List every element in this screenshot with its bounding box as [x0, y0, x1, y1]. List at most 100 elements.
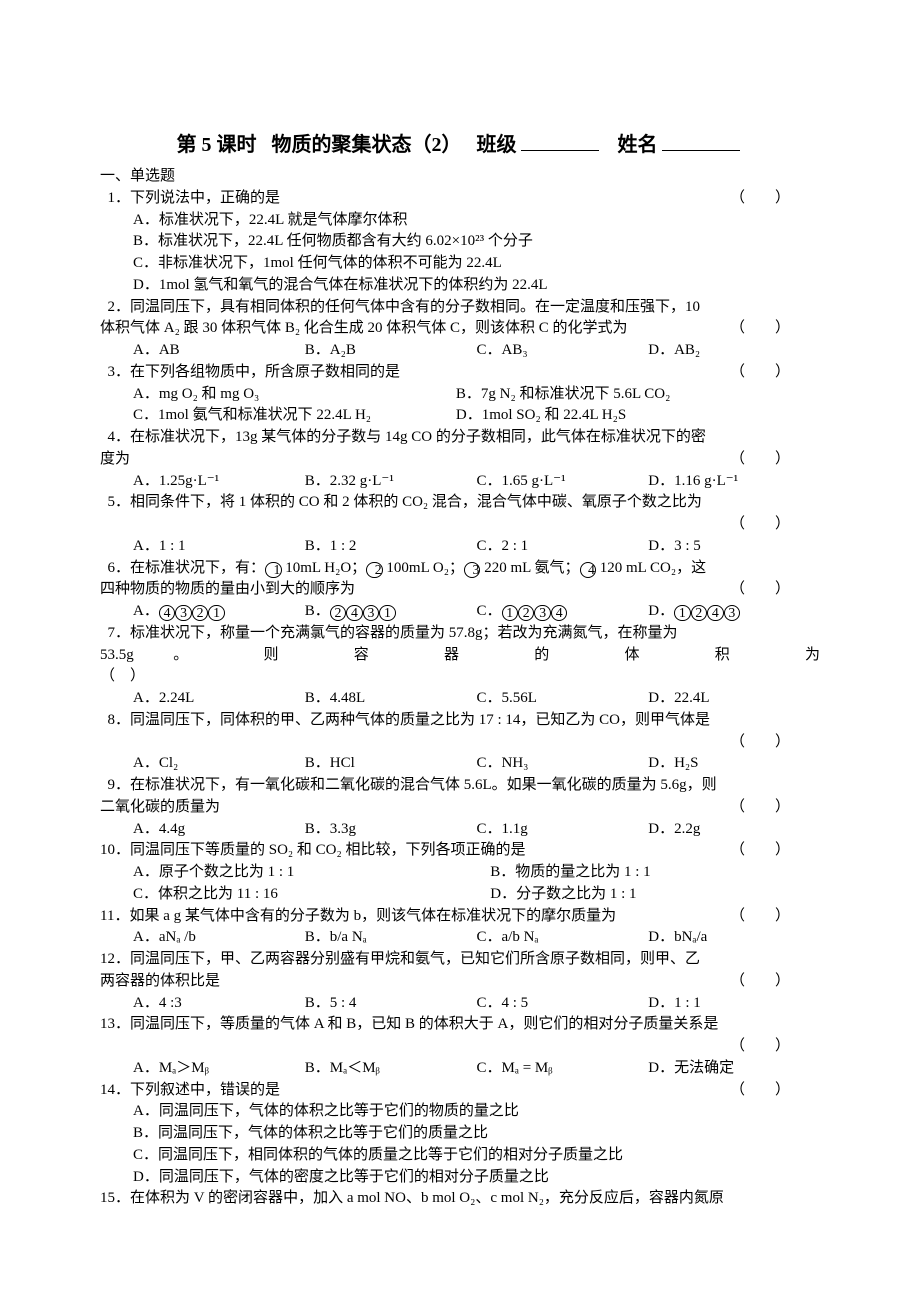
q5-options: A．1 : 1 B．1 : 2 C．2 : 1 D．3 : 5	[100, 536, 820, 558]
q2-opt-d: D．AB₂	[648, 340, 820, 362]
q13-opt-b: B．Mₐ＜Mᵦ	[305, 1058, 477, 1080]
q9-opt-b: B．3.3g	[305, 819, 477, 841]
name-blank	[662, 130, 740, 151]
q15-stem: 15．在体积为 V 的密闭容器中，加入 a mol NO、b mol O₂、c …	[100, 1188, 820, 1210]
q5-paren-line: （）	[100, 514, 820, 536]
q13-stem: 13．同温同压下，等质量的气体 A 和 B，已知 B 的体积大于 A，则它们的相…	[100, 1014, 820, 1036]
q3-opts-row2: C．1mol 氨气和标准状况下 22.4L H₂ D．1mol SO₂ 和 22…	[100, 405, 820, 427]
q6-options: A．4321 B．2431 C．1234 D．1243	[100, 601, 820, 623]
q6-opt-d: D．1243	[648, 601, 820, 623]
q9-stem-l1: 9．在标准状况下，有一氧化碳和二氧化碳的混合气体 5.6L。如果一氧化碳的质量为…	[100, 775, 820, 797]
q10-opt-d: D．分子数之比为 1 : 1	[490, 884, 820, 906]
q1-opt-d: D．1mol 氢气和氧气的混合气体在标准状况下的体积约为 22.4L	[100, 275, 820, 297]
q13-paren-line: （）	[100, 1036, 820, 1058]
circled-1-icon: 1	[265, 562, 281, 578]
q7-opt-a: A．2.24L	[133, 688, 305, 710]
q5-opt-d: D．3 : 5	[648, 536, 820, 558]
q5-stem: 5．相同条件下，将 1 体积的 CO 和 2 体积的 CO₂ 混合，混合气体中碳…	[100, 492, 820, 514]
q8-paren-line: （）	[100, 732, 820, 754]
q1-opt-c: C．非标准状况下，1mol 任何气体的体积不可能为 22.4L	[100, 253, 820, 275]
answer-paren: （）	[722, 188, 820, 210]
q13-opt-a: A．Mₐ＞Mᵦ	[133, 1058, 305, 1080]
q4-opt-d: D．1.16 g·L⁻¹	[648, 471, 820, 493]
q8-options: A．Cl₂ B．HCl C．NH₃ D．H₂S	[100, 753, 820, 775]
q6-opt-a: A．4321	[133, 601, 305, 623]
q13-opt-c: C．Mₐ = Mᵦ	[477, 1058, 649, 1080]
q2-options: A．AB B．A₂B C．AB₃ D．AB₂	[100, 340, 820, 362]
answer-paren: （）	[730, 840, 820, 862]
q10-opts-row2: C．体积之比为 11 : 16 D．分子数之比为 1 : 1	[100, 884, 820, 906]
circled-4-icon: 4	[580, 562, 596, 578]
q9-opt-d: D．2.2g	[648, 819, 820, 841]
q7-opt-b: B．4.48L	[305, 688, 477, 710]
q10-opt-a: A．原子个数之比为 1 : 1	[133, 862, 490, 884]
q9-opt-a: A．4.4g	[133, 819, 305, 841]
q8-opt-c: C．NH₃	[477, 753, 649, 775]
answer-paren: （）	[730, 514, 820, 536]
q8-opt-a: A．Cl₂	[133, 753, 305, 775]
q3-opt-a: A．mg O₂ 和 mg O₃	[133, 384, 456, 406]
q8-stem: 8．同温同压下，同体积的甲、乙两种气体的质量之比为 17 : 14，已知乙为 C…	[100, 710, 820, 732]
q4-options: A．1.25g·L⁻¹ B．2.32 g·L⁻¹ C．1.65 g·L⁻¹ D．…	[100, 471, 820, 493]
q10-opts-row1: A．原子个数之比为 1 : 1 B．物质的量之比为 1 : 1	[100, 862, 820, 884]
answer-paren: （）	[730, 1080, 820, 1102]
answer-paren: （）	[730, 1036, 820, 1058]
q7-opt-c: C．5.56L	[477, 688, 649, 710]
q2-stem-l1: 2．同温同压下，具有相同体积的任何气体中含有的分子数相同。在一定温度和压强下，1…	[100, 297, 820, 319]
q2-opt-a: A．AB	[133, 340, 305, 362]
class-blank	[521, 130, 599, 151]
q4-opt-a: A．1.25g·L⁻¹	[133, 471, 305, 493]
answer-paren: （）	[730, 797, 820, 819]
q13-opt-d: D．无法确定	[648, 1058, 820, 1080]
answer-paren: （）	[730, 906, 820, 928]
answer-paren: （）	[730, 971, 820, 993]
q8-opt-d: D．H₂S	[648, 753, 820, 775]
q7-opt-d: D．22.4L	[648, 688, 820, 710]
q9-stem-l2: 二氧化碳的质量为（）	[100, 797, 820, 819]
q6-opt-c: C．1234	[477, 601, 649, 623]
section-1-heading: 一、单选题	[100, 166, 820, 188]
q4-opt-b: B．2.32 g·L⁻¹	[305, 471, 477, 493]
q7-paren-line: （ ）	[100, 666, 820, 688]
answer-paren: （）	[730, 318, 820, 340]
q10-stem: 10．同温同压下等质量的 SO₂ 和 CO₂ 相比较，下列各项正确的是（）	[100, 840, 820, 862]
q12-opt-c: C．4 : 5	[477, 993, 649, 1015]
q3-opt-d: D．1mol SO₂ 和 22.4L H₂S	[456, 405, 820, 427]
q10-opt-b: B．物质的量之比为 1 : 1	[490, 862, 820, 884]
q11-stem: 11．如果 a g 某气体中含有的分子数为 b，则该气体在标准状况下的摩尔质量为…	[100, 906, 820, 928]
q2-opt-c: C．AB₃	[477, 340, 649, 362]
q11-opt-b: B．b/a Nₐ	[305, 927, 477, 949]
q12-opt-d: D．1 : 1	[648, 993, 820, 1015]
q12-stem-l2: 两容器的体积比是（）	[100, 971, 820, 993]
q5-opt-b: B．1 : 2	[305, 536, 477, 558]
q6-opt-b: B．2431	[305, 601, 477, 623]
q14-opt-a: A．同温同压下，气体的体积之比等于它们的物质的量之比	[100, 1101, 820, 1123]
q5-opt-a: A．1 : 1	[133, 536, 305, 558]
q3-opts-row1: A．mg O₂ 和 mg O₃ B．7g N₂ 和标准状况下 5.6L CO₂	[100, 384, 820, 406]
class-label: 班级	[477, 134, 517, 156]
q11-options: A．aNₐ /b B．b/a Nₐ C．a/b Nₐ D．bNₐ/a	[100, 927, 820, 949]
answer-paren: （）	[722, 362, 820, 384]
q11-opt-d: D．bNₐ/a	[648, 927, 820, 949]
q5-opt-c: C．2 : 1	[477, 536, 649, 558]
title-prefix: 第 5 课时	[177, 134, 257, 156]
q3-stem: 3．在下列各组物质中，所含原子数相同的是（）	[100, 362, 820, 384]
q3-opt-b: B．7g N₂ 和标准状况下 5.6L CO₂	[456, 384, 820, 406]
q4-stem-l1: 4．在标准状况下，13g 某气体的分子数与 14g CO 的分子数相同，此气体在…	[100, 427, 820, 449]
q12-opt-a: A．4 :3	[133, 993, 305, 1015]
q2-stem-l2: 体积气体 A₂ 跟 30 体积气体 B₂ 化合生成 20 体积气体 C，则该体积…	[100, 318, 820, 340]
q3-opt-c: C．1mol 氨气和标准状况下 22.4L H₂	[133, 405, 456, 427]
name-label: 姓名	[618, 134, 658, 156]
answer-paren: （）	[730, 449, 820, 471]
q10-opt-c: C．体积之比为 11 : 16	[133, 884, 490, 906]
q14-opt-b: B．同温同压下，气体的体积之比等于它们的质量之比	[100, 1123, 820, 1145]
q11-opt-c: C．a/b Nₐ	[477, 927, 649, 949]
q9-opt-c: C．1.1g	[477, 819, 649, 841]
q12-stem-l1: 12．同温同压下，甲、乙两容器分别盛有甲烷和氨气，已知它们所含原子数相同，则甲、…	[100, 949, 820, 971]
title-main: 物质的聚集状态（2）	[272, 134, 462, 156]
circled-3-icon: 3	[464, 562, 480, 578]
q1-opt-a: A．标准状况下，22.4L 就是气体摩尔体积	[100, 210, 820, 232]
worksheet-title: 第 5 课时 物质的聚集状态（2） 班级 姓名	[100, 130, 820, 160]
answer-paren: （）	[730, 732, 820, 754]
q11-opt-a: A．aNₐ /b	[133, 927, 305, 949]
